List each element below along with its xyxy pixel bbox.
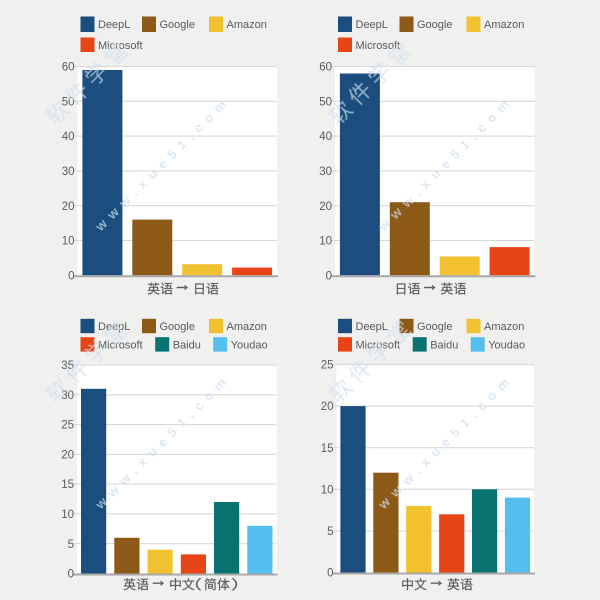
svg-text:5: 5: [327, 526, 333, 538]
svg-text:Baidu: Baidu: [173, 339, 201, 351]
svg-text:0: 0: [326, 270, 332, 282]
svg-text:DeepL: DeepL: [356, 321, 388, 333]
svg-text:25: 25: [321, 360, 334, 372]
svg-text:25: 25: [61, 420, 74, 432]
svg-text:30: 30: [62, 166, 75, 178]
svg-text:10: 10: [61, 509, 74, 521]
svg-text:10: 10: [62, 236, 75, 248]
svg-text:50: 50: [319, 96, 332, 108]
svg-text:60: 60: [62, 62, 75, 74]
svg-text:Google: Google: [417, 321, 452, 333]
svg-text:15: 15: [321, 443, 334, 455]
svg-text:Youdao: Youdao: [231, 339, 268, 351]
svg-text:DeepL: DeepL: [98, 19, 130, 31]
svg-text:Amazon: Amazon: [484, 19, 524, 31]
svg-text:Amazon: Amazon: [227, 321, 267, 333]
svg-text:Baidu: Baidu: [430, 339, 458, 351]
svg-text:Google: Google: [160, 321, 195, 333]
svg-text:30: 30: [319, 166, 332, 178]
svg-text:20: 20: [321, 401, 334, 413]
svg-text:20: 20: [319, 201, 332, 213]
svg-text:35: 35: [61, 360, 74, 372]
svg-text:0: 0: [68, 270, 74, 282]
svg-text:DeepL: DeepL: [356, 19, 388, 31]
svg-text:Google: Google: [417, 19, 452, 31]
svg-text:Microsoft: Microsoft: [98, 339, 143, 351]
svg-text:20: 20: [61, 450, 74, 462]
svg-text:Amazon: Amazon: [227, 19, 267, 31]
svg-text:20: 20: [62, 201, 75, 213]
svg-text:40: 40: [319, 131, 332, 143]
svg-text:5: 5: [68, 539, 74, 551]
svg-text:15: 15: [61, 479, 74, 491]
svg-text:Microsoft: Microsoft: [356, 40, 401, 52]
svg-text:10: 10: [319, 236, 332, 248]
svg-text:Amazon: Amazon: [484, 321, 524, 333]
svg-text:10: 10: [321, 484, 334, 496]
svg-text:40: 40: [62, 131, 75, 143]
svg-text:Google: Google: [160, 19, 195, 31]
svg-text:0: 0: [327, 568, 333, 580]
svg-text:50: 50: [62, 96, 75, 108]
svg-text:Youdao: Youdao: [488, 339, 525, 351]
svg-text:0: 0: [68, 569, 74, 581]
svg-text:30: 30: [61, 390, 74, 402]
svg-text:60: 60: [319, 62, 332, 74]
